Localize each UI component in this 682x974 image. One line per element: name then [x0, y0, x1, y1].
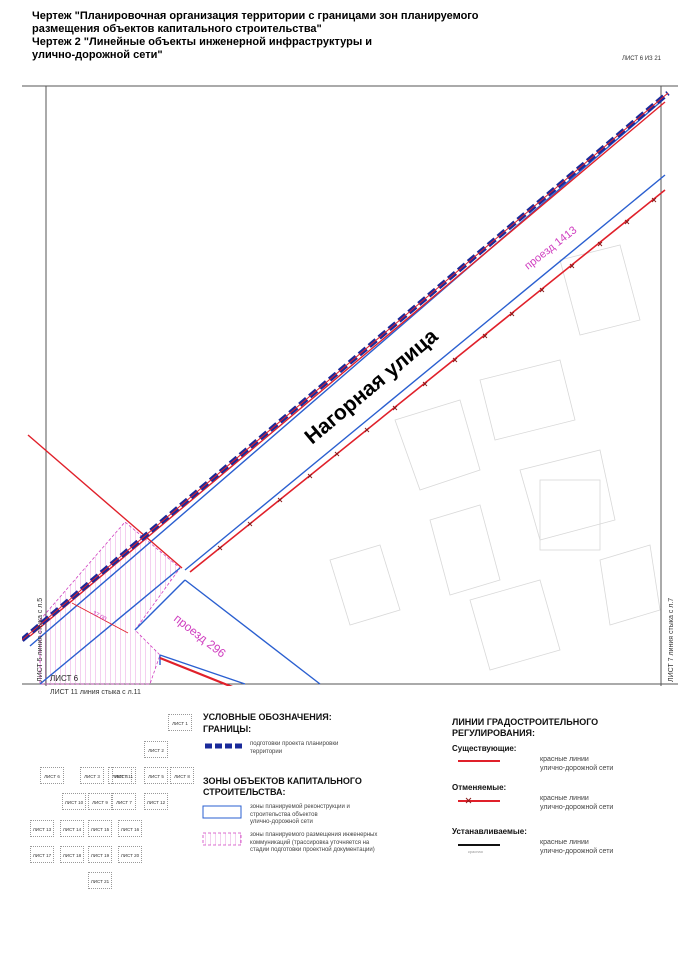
sheet-index-cell: ЛИСТ 11 — [112, 767, 136, 784]
legend-boundary-text: подготовки проекта планировки территории — [250, 741, 339, 755]
sheet-index-cell: ЛИСТ 18 — [60, 846, 84, 863]
background-buildings — [329, 244, 661, 671]
drawing-header: Чертеж "Планировочная организация террит… — [32, 10, 572, 62]
header-line-2: Чертеж 2 "Линейные объекты инженерной ин… — [32, 36, 373, 61]
sheet-index-cell: ЛИСТ 1 — [168, 714, 192, 731]
legend-cancelled-marker — [465, 797, 472, 804]
sheet-index-cell: ЛИСТ 5 — [144, 767, 168, 784]
zone-engineering-hatched — [39, 521, 181, 685]
sheet-index-cell: ЛИСТ 15 — [88, 820, 112, 837]
legend-lines-title: ЛИНИИ ГРАДОСТРОИТЕЛЬНОГО РЕГУЛИРОВАНИЯ: — [452, 717, 599, 738]
sheet-index-cell: ЛИСТ 9 — [88, 793, 112, 810]
sheet-index-cell: ЛИСТ 12 — [144, 793, 168, 810]
sheet-index-cell: ЛИСТ 2 — [144, 741, 168, 758]
sheet-index-cell: ЛИСТ 20 — [118, 846, 142, 863]
label-sheet-current: ЛИСТ 6 — [50, 674, 79, 683]
red-line-nagornaya-north — [29, 101, 666, 637]
red-line-proezd-296 — [159, 656, 233, 686]
legend-existing-label: Существующие: — [452, 744, 517, 753]
legend-sample-label: красная — [468, 849, 483, 854]
sheet-index-cell: ЛИСТ 13 — [30, 820, 54, 837]
legend-zone1-text: зоны планируемой реконструкции и строите… — [250, 804, 350, 825]
sheet-index-cell: ЛИСТ 7 — [112, 793, 136, 810]
red-line-angle — [27, 434, 183, 569]
sheet-index-cell: ЛИСТ 10 — [62, 793, 86, 810]
legend-zone1-symbol — [202, 805, 242, 819]
dimension-line — [71, 602, 129, 634]
label-join-right: ЛИСТ 7 линия стыка с л.7 — [668, 598, 675, 682]
red-line-proezd-1413 — [189, 189, 666, 573]
legend-cancelled-label: Отменяемые: — [452, 783, 507, 792]
zone-road-reconstruction — [29, 97, 666, 685]
sheet-index-cell: ЛИСТ 21 — [88, 872, 112, 889]
legend-boundaries-title: ГРАНИЦЫ: — [203, 724, 252, 734]
legend-zone2-text: зоны планируемого размещения инженерных … — [250, 832, 378, 853]
legend-established-text: красные линии улично-дорожной сети — [540, 839, 614, 855]
label-proezd-296: проезд 296 — [171, 611, 229, 660]
project-boundary-red-core — [22, 92, 669, 641]
sheet-index-cell: ЛИСТ 14 — [60, 820, 84, 837]
sheet-index-cell: ЛИСТ 3 — [80, 767, 104, 784]
label-join-bottom: ЛИСТ 11 линия стыка с л.11 — [50, 689, 141, 696]
sheet-index-cell: ЛИСТ 17 — [30, 846, 54, 863]
legend-established-label: Устанавливаемые: — [452, 827, 527, 836]
sheet-index-cell: ЛИСТ 16 — [118, 820, 142, 837]
cancelled-red-line-markers — [217, 197, 657, 551]
sheet-index-cell: ЛИСТ 19 — [88, 846, 112, 863]
sheet-index-cell: ЛИСТ 6 — [40, 767, 64, 784]
legend-cancelled-text: красные линии улично-дорожной сети — [540, 795, 614, 811]
legend-existing-text: красные линии улично-дорожной сети — [540, 756, 614, 772]
legend-title: УСЛОВНЫЕ ОБОЗНАЧЕНИЯ: — [203, 712, 332, 722]
header-line-1: Чертеж "Планировочная организация террит… — [32, 10, 479, 35]
label-join-left: ЛИСТ 5 линия стыка с л.5 — [37, 598, 44, 682]
sheet-index-cell: ЛИСТ 8 — [170, 767, 194, 784]
legend-zone2-symbol — [202, 832, 242, 846]
legend-zones-title: ЗОНЫ ОБЪЕКТОВ КАПИТАЛЬНОГО СТРОИТЕЛЬСТВА… — [203, 776, 362, 797]
sheet-number: ЛИСТ 6 ИЗ 21 — [622, 56, 661, 62]
